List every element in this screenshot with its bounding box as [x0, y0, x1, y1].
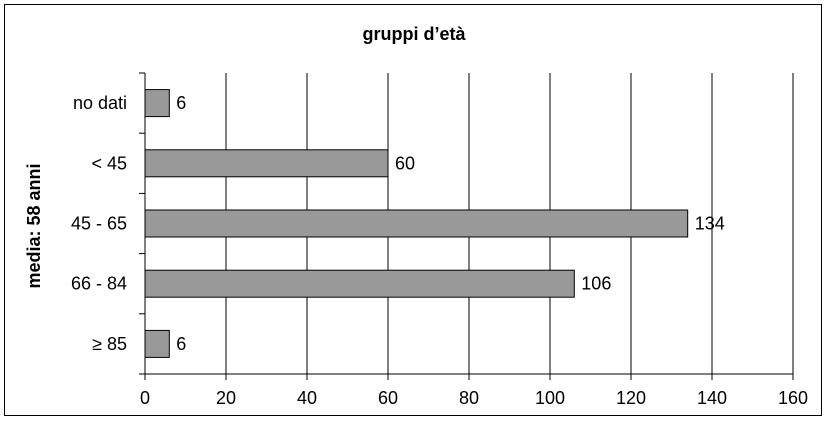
x-tick-label: 120: [616, 388, 646, 408]
grid-lines: [225, 73, 794, 374]
x-tick-label: 100: [535, 388, 565, 408]
data-label: 106: [581, 274, 611, 294]
x-tick-label: 60: [378, 388, 398, 408]
chart-title: gruppi d’età: [363, 24, 467, 44]
bar-0: [144, 89, 170, 118]
category-label: 66 - 84: [71, 274, 127, 294]
data-label: 6: [176, 334, 186, 354]
bar-4: [144, 329, 170, 358]
bar-1: [144, 149, 389, 178]
chart-frame: [4, 4, 822, 416]
data-label: 6: [176, 93, 186, 113]
category-label: 45 - 65: [71, 214, 127, 234]
data-label: 134: [695, 214, 725, 234]
x-tick-label: 0: [140, 388, 150, 408]
x-tick-label: 140: [697, 388, 727, 408]
category-label: < 45: [91, 153, 127, 173]
bar-3: [144, 269, 575, 298]
bar-2: [144, 209, 689, 238]
bars: [144, 89, 689, 358]
category-label: no dati: [73, 93, 127, 113]
x-tick-label: 160: [778, 388, 808, 408]
labels: 0 20 40 60 80 100 120 140 160 no dati 6 < 45 60 45 - …: [71, 93, 808, 408]
y-axis-label: media: 58 anni: [24, 163, 44, 288]
data-label: 60: [395, 153, 415, 173]
x-tick-label: 40: [297, 388, 317, 408]
x-tick-label: 20: [216, 388, 236, 408]
category-label: ≥ 85: [92, 334, 127, 354]
x-tick-label: 80: [459, 388, 479, 408]
